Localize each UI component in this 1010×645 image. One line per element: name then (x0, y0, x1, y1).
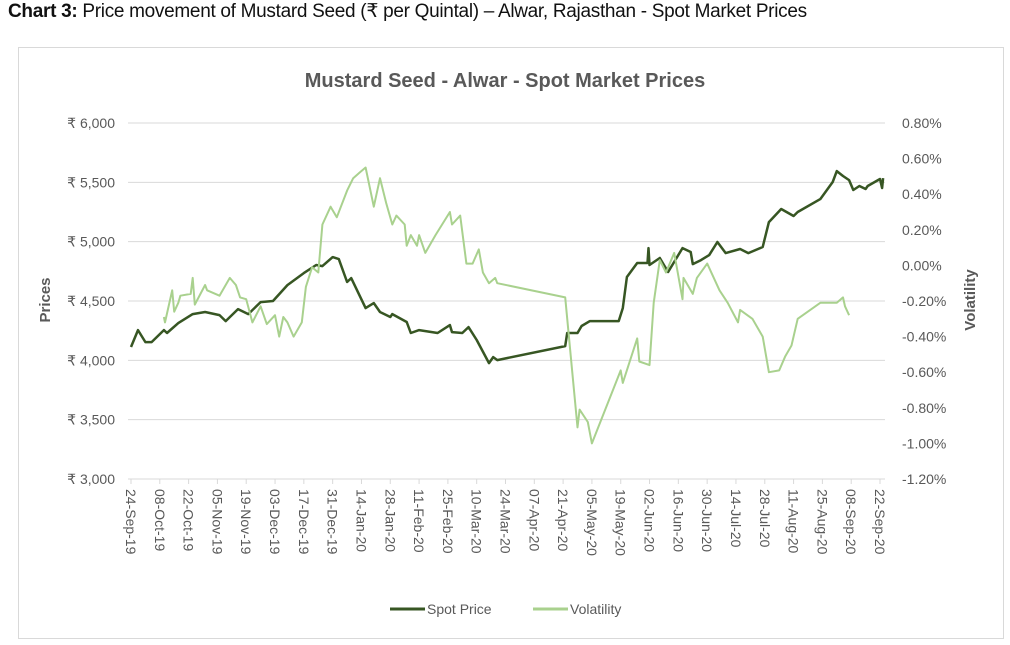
caption-label: Chart 3: (8, 1, 78, 22)
x-tick-label: 03-Dec-19 (267, 489, 283, 555)
y2-tick-label: -0.40% (902, 329, 946, 345)
x-tick-label: 28-Jul-20 (757, 489, 773, 548)
x-tick-label: 30-Jun-20 (699, 489, 715, 552)
x-tick-label: 08-Oct-19 (152, 489, 168, 551)
y2-tick-label: -0.80% (902, 400, 946, 416)
y-tick-label: ₹ 4,500 (67, 293, 115, 309)
y-tick-label: ₹ 3,500 (67, 412, 115, 428)
y-tick-label: ₹ 5,500 (67, 174, 115, 190)
x-tick-label: 31-Dec-19 (325, 489, 341, 555)
x-tick-label: 25-Feb-20 (440, 489, 456, 554)
y2-tick-label: 0.00% (902, 257, 942, 273)
x-tick-label: 02-Jun-20 (642, 489, 658, 552)
x-tick-label: 05-May-20 (584, 489, 600, 556)
x-tick-label: 05-Nov-19 (209, 489, 225, 555)
y2-tick-label: 0.80% (902, 115, 942, 131)
y2-axis-title: Volatility (962, 269, 979, 331)
y-tick-label: ₹ 3,000 (67, 471, 115, 487)
x-tick-label: 24-Mar-20 (498, 489, 514, 554)
y2-tick-label: -0.60% (902, 364, 946, 380)
legend-label-spot-price: Spot Price (427, 601, 492, 617)
x-tick-label: 10-Mar-20 (469, 489, 485, 554)
y-tick-label: ₹ 5,000 (67, 234, 115, 250)
x-tick-label: 14-Jul-20 (728, 489, 744, 548)
x-tick-label: 19-Nov-19 (238, 489, 254, 555)
legend: Spot Price Volatility (390, 601, 621, 617)
x-tick-label: 17-Dec-19 (296, 489, 312, 555)
legend-label-volatility: Volatility (570, 601, 621, 617)
x-tick-label: 16-Jun-20 (670, 489, 686, 552)
x-tick-label: 11-Feb-20 (411, 489, 427, 553)
x-tick-label: 24-Sep-19 (123, 489, 139, 555)
series-line-spot-price (129, 169, 885, 365)
x-tick-label: 08-Sep-20 (843, 489, 859, 555)
x-tick-label: 22-Sep-20 (872, 489, 888, 555)
y2-tick-label: -1.20% (902, 471, 946, 487)
y2-tick-label: -1.00% (902, 435, 946, 451)
y2-tick-label: 0.40% (902, 186, 942, 202)
series-line-volatility (162, 166, 851, 445)
x-tick-label: 22-Oct-19 (181, 489, 197, 551)
x-tick-label: 25-Aug-20 (814, 489, 830, 555)
y2-tick-label: -0.20% (902, 293, 946, 309)
x-tick-label: 11-Aug-20 (786, 489, 802, 554)
x-tick-label: 21-Apr-20 (555, 489, 571, 551)
y2-tick-label: 0.20% (902, 222, 942, 238)
y-tick-label: ₹ 6,000 (67, 115, 115, 131)
chart-frame (18, 47, 1004, 639)
x-tick-label: 28-Jan-20 (382, 489, 398, 552)
caption-text: Price movement of Mustard Seed (₹ per Qu… (77, 1, 807, 22)
x-tick-label: 14-Jan-20 (353, 489, 369, 552)
x-tick-label: 07-Apr-20 (526, 489, 542, 551)
y-axis-title: Prices (37, 277, 54, 322)
y-tick-label: ₹ 4,000 (67, 352, 115, 368)
figure-caption: Chart 3: Price movement of Mustard Seed … (8, 0, 807, 23)
chart-title: Mustard Seed - Alwar - Spot Market Price… (305, 70, 705, 92)
y2-tick-label: 0.60% (902, 151, 942, 167)
x-tick-label: 19-May-20 (613, 489, 629, 556)
